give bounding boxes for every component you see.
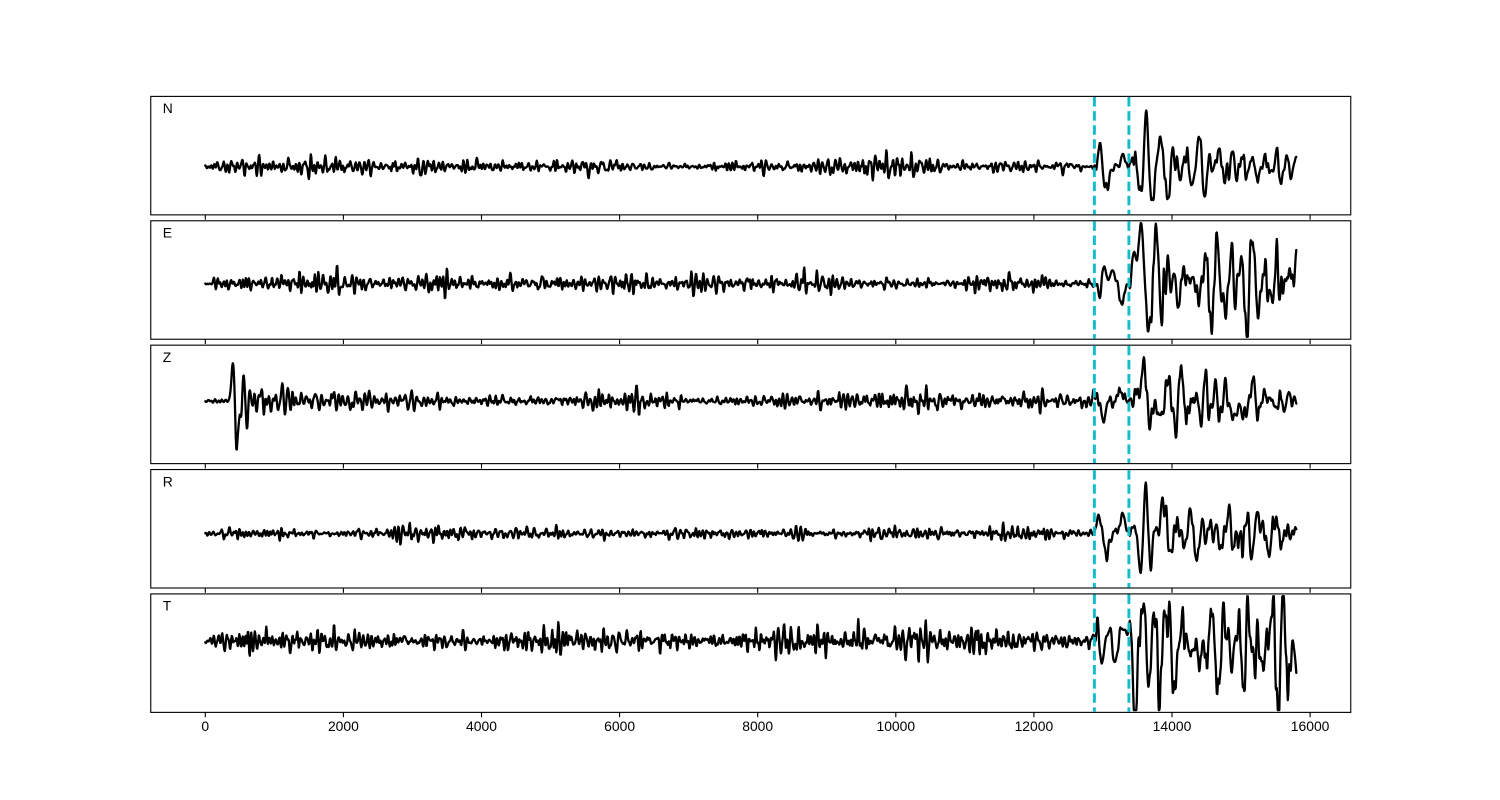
svg-text:8000: 8000 bbox=[742, 718, 773, 734]
svg-text:N: N bbox=[163, 100, 173, 116]
svg-text:0: 0 bbox=[201, 718, 209, 734]
svg-text:16000: 16000 bbox=[1291, 718, 1330, 734]
svg-text:Z: Z bbox=[163, 349, 172, 365]
svg-text:10000: 10000 bbox=[876, 718, 915, 734]
svg-text:14000: 14000 bbox=[1153, 718, 1192, 734]
svg-text:4000: 4000 bbox=[466, 718, 497, 734]
svg-text:T: T bbox=[163, 598, 172, 614]
svg-text:6000: 6000 bbox=[604, 718, 635, 734]
svg-text:12000: 12000 bbox=[1015, 718, 1054, 734]
svg-text:E: E bbox=[163, 225, 172, 241]
svg-text:R: R bbox=[163, 473, 173, 489]
svg-text:2000: 2000 bbox=[328, 718, 359, 734]
